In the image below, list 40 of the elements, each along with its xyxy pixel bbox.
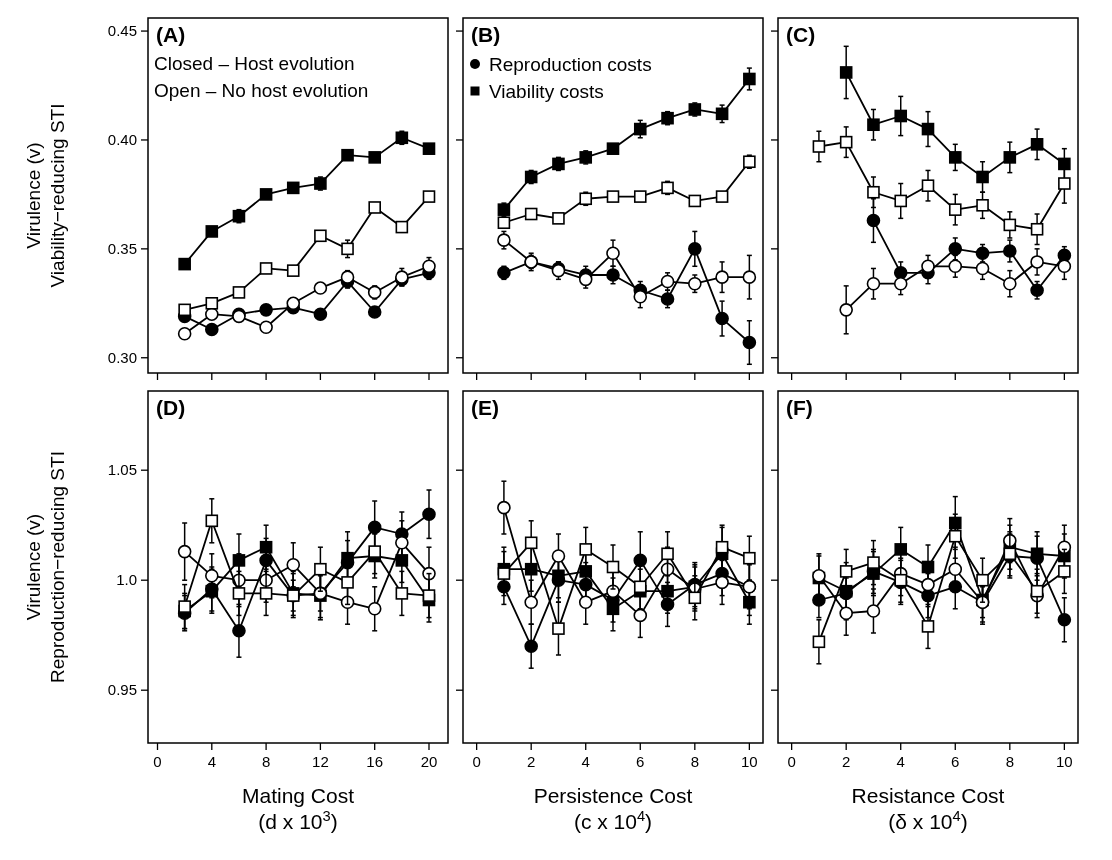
chart-title: (D) — [156, 396, 186, 419]
x-axis-title: Mating Cost (d x 10$^{3}$) — [241, 784, 355, 833]
y-tick-label: 0.30 — [107, 349, 137, 366]
x-tick-label: 0 — [472, 753, 481, 770]
chart-title: (F) — [786, 396, 813, 419]
y-axis-title: Virulence (v) Reproduction−reducing STI — [23, 451, 68, 683]
chart-title: (C) — [786, 23, 816, 46]
annotation: Closed – Host evolution — [154, 53, 355, 74]
chart-title: (E) — [471, 396, 499, 419]
x-tick-label: 8 — [261, 753, 271, 770]
legend-label: Reproduction costs — [489, 53, 652, 75]
chart-title: (B) — [471, 23, 501, 46]
x-tick-label: 10 — [741, 753, 758, 770]
x-axis-title: Persistence Cost (c x 10$^{4}$) — [533, 784, 693, 833]
y-tick-label: 0.40 — [107, 131, 137, 149]
annotation: Open – No host evolution — [154, 80, 369, 101]
x-axis-title: Resistance Cost (δ x 10$^{4}$) — [851, 784, 1005, 833]
x-tick-label: 6 — [636, 753, 645, 770]
y-tick-label: 0.45 — [107, 22, 137, 40]
chart-title: (A) — [156, 23, 186, 46]
x-tick-label: 2 — [842, 753, 851, 770]
x-tick-label: 2 — [527, 753, 536, 770]
legend-label: Viability costs — [489, 80, 604, 102]
x-tick-label: 6 — [951, 753, 960, 770]
x-tick-label: 4 — [896, 753, 905, 770]
x-tick-label: 0 — [787, 753, 796, 770]
x-tick-label: 4 — [581, 753, 590, 770]
x-tick-label: 20 — [420, 753, 438, 770]
y-axis-title: Virulence (v) Viability−reducing STI — [23, 103, 68, 288]
y-tick-label: 0.95 — [107, 681, 137, 699]
x-tick-label: 10 — [1056, 753, 1073, 770]
x-tick-label: 4 — [207, 753, 216, 770]
y-tick-label: 1.0 — [116, 571, 137, 589]
x-tick-label: 0 — [153, 753, 162, 770]
x-tick-label: 12 — [312, 753, 329, 770]
x-tick-label: 8 — [690, 753, 699, 770]
y-tick-label: 0.35 — [107, 240, 137, 258]
x-tick-label: 8 — [1005, 753, 1014, 770]
x-tick-label: 16 — [366, 753, 384, 770]
y-tick-label: 1.05 — [107, 461, 137, 479]
